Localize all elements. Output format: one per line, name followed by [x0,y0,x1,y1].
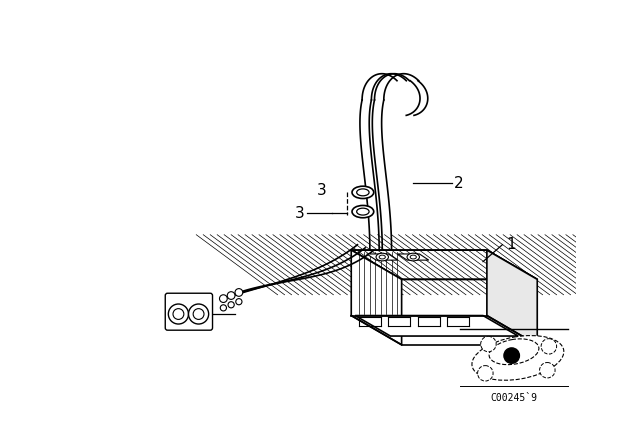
Polygon shape [367,254,397,260]
Polygon shape [351,250,537,280]
Text: C00245`9: C00245`9 [490,393,538,403]
Ellipse shape [376,253,388,261]
Text: 3: 3 [295,206,305,221]
Ellipse shape [352,206,374,218]
FancyBboxPatch shape [165,293,212,330]
Circle shape [228,302,234,308]
Circle shape [220,305,227,311]
Text: 1: 1 [506,237,516,252]
Ellipse shape [472,336,564,380]
Polygon shape [487,250,537,345]
Circle shape [189,304,209,324]
Polygon shape [397,254,429,260]
Text: 3: 3 [316,183,326,198]
Polygon shape [351,250,402,345]
Circle shape [220,295,227,302]
Circle shape [504,348,520,363]
Circle shape [541,339,557,354]
Circle shape [477,366,493,381]
Circle shape [481,336,496,352]
Ellipse shape [410,255,417,259]
Text: 4: 4 [200,306,209,322]
Circle shape [540,362,555,378]
Ellipse shape [489,339,539,365]
Ellipse shape [356,208,369,215]
Circle shape [168,304,189,324]
Ellipse shape [379,255,385,259]
Circle shape [227,292,235,299]
Text: 2: 2 [454,176,464,190]
Ellipse shape [352,186,374,198]
Circle shape [236,299,242,305]
Circle shape [235,289,243,296]
Circle shape [173,309,184,319]
Ellipse shape [407,253,419,261]
Circle shape [193,309,204,319]
Ellipse shape [356,189,369,196]
Polygon shape [355,315,518,336]
